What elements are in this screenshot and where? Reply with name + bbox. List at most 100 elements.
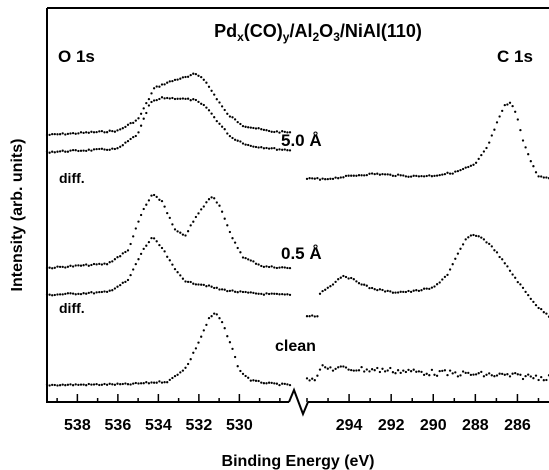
- data-point: [365, 284, 368, 287]
- data-point: [147, 97, 151, 101]
- data-point: [467, 165, 470, 169]
- data-point: [244, 125, 247, 128]
- data-point: [422, 287, 426, 290]
- data-point: [45, 133, 49, 137]
- label-clean: clean: [275, 338, 316, 355]
- data-point: [461, 243, 465, 246]
- data-point: [441, 278, 444, 281]
- data-point: [218, 317, 221, 320]
- data-point: [433, 174, 436, 178]
- data-point: [213, 93, 216, 96]
- data-point: [519, 373, 522, 376]
- data-point: [223, 217, 226, 220]
- data-point: [376, 288, 379, 292]
- data-point: [213, 312, 216, 315]
- data-point: [389, 366, 392, 370]
- data-point: [56, 384, 59, 387]
- data-point: [363, 370, 366, 373]
- data-point: [132, 382, 135, 385]
- data-point: [166, 81, 169, 84]
- data-point: [257, 379, 260, 383]
- data-point: [64, 266, 67, 269]
- data-point: [95, 291, 98, 294]
- data-point: [184, 75, 187, 79]
- data-point: [399, 174, 402, 177]
- data-point: [119, 255, 122, 258]
- data-point: [82, 264, 85, 267]
- data-point: [53, 383, 56, 387]
- data-point: [529, 375, 532, 378]
- tick-label: 286: [504, 417, 531, 434]
- data-point: [95, 382, 98, 386]
- data-point: [344, 275, 348, 279]
- data-point: [210, 112, 213, 115]
- data-point: [399, 371, 402, 375]
- data-point: [121, 382, 124, 386]
- data-point: [202, 78, 205, 81]
- data-point: [126, 249, 130, 252]
- data-point: [527, 153, 530, 156]
- data-point: [459, 168, 462, 172]
- data-point: [262, 293, 266, 296]
- data-point: [365, 368, 368, 371]
- data-point: [64, 133, 67, 136]
- data-point: [184, 280, 187, 283]
- data-point: [168, 378, 171, 382]
- data-point: [233, 355, 237, 359]
- data-point: [485, 373, 488, 376]
- data-point: [181, 277, 185, 280]
- data-point: [485, 146, 488, 150]
- data-point: [90, 383, 93, 386]
- data-point: [134, 119, 137, 122]
- data-point: [61, 132, 64, 135]
- data-point: [409, 370, 413, 373]
- data-point: [71, 384, 75, 387]
- data-point: [51, 294, 54, 297]
- data-point: [160, 96, 164, 99]
- data-point: [281, 266, 284, 269]
- data-point: [215, 98, 218, 101]
- data-point: [430, 368, 434, 372]
- data-point: [409, 290, 413, 294]
- data-point: [95, 147, 98, 151]
- data-point: [105, 263, 109, 266]
- data-point: [103, 131, 106, 134]
- data-point: [79, 383, 83, 386]
- series-diff-0-5-: [45, 236, 292, 297]
- data-point: [342, 274, 345, 278]
- data-point: [241, 290, 245, 294]
- data-point: [82, 149, 85, 152]
- panel-label-c1s: C 1s: [497, 47, 533, 66]
- data-point: [396, 291, 400, 294]
- data-point: [498, 115, 501, 118]
- data-point: [241, 372, 245, 376]
- data-point: [324, 178, 327, 181]
- data-point: [129, 121, 132, 125]
- data-point: [260, 146, 263, 149]
- data-point: [192, 282, 195, 285]
- data-point: [334, 280, 337, 284]
- data-point: [142, 247, 145, 251]
- data-point: [370, 368, 374, 371]
- x-axis-title: Binding Energy (eV): [222, 453, 375, 470]
- data-point: [116, 256, 119, 259]
- data-point: [435, 174, 439, 177]
- data-point: [265, 292, 268, 295]
- data-point: [389, 173, 392, 176]
- data-point: [103, 382, 106, 386]
- data-point: [66, 265, 70, 268]
- data-point: [139, 213, 143, 217]
- data-point: [373, 369, 376, 372]
- data-point: [407, 368, 410, 372]
- data-point: [448, 172, 452, 175]
- data-point: [53, 266, 56, 269]
- data-point: [98, 383, 101, 387]
- data-point: [160, 199, 164, 203]
- data-point: [121, 144, 124, 147]
- data-point: [103, 148, 106, 151]
- data-point: [119, 283, 122, 287]
- data-point: [383, 173, 387, 176]
- data-point: [233, 290, 237, 293]
- data-point: [480, 236, 483, 239]
- data-point: [197, 283, 200, 286]
